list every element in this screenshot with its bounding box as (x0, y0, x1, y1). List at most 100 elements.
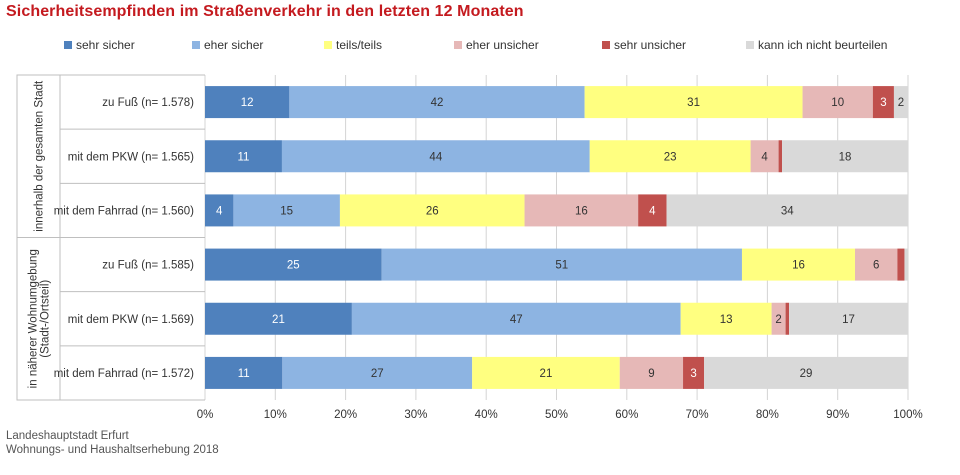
x-tick-label: 70% (686, 409, 709, 421)
data-label: 16 (575, 205, 588, 217)
bar-segment (205, 248, 382, 281)
data-label: 12 (241, 97, 254, 109)
x-tick-label: 0% (197, 409, 214, 421)
legend-item: sehr sicher (64, 36, 135, 54)
chart-title: Sicherheitsempfinden im Straßenverkehr i… (6, 3, 524, 20)
bar-segment (381, 248, 742, 281)
legend-item: eher sicher (192, 36, 263, 54)
x-tick-label: 30% (404, 409, 427, 421)
bar-segment (282, 356, 473, 389)
bar-segment (638, 194, 667, 227)
legend-item: kann ich nicht beurteilen (746, 36, 887, 54)
x-tick-label: 100% (893, 409, 922, 421)
bar-segment (904, 248, 908, 281)
bar-segment (897, 248, 905, 281)
bar-segment (472, 356, 620, 389)
bar-segment (205, 86, 290, 119)
data-label: 25 (287, 260, 300, 272)
data-label: 4 (216, 205, 223, 217)
legend-label: eher unsicher (466, 38, 539, 52)
data-label: 27 (371, 368, 384, 380)
legend-item: eher unsicher (454, 36, 539, 54)
data-label: 11 (237, 151, 249, 163)
data-label: 4 (761, 151, 768, 163)
bar-segment (872, 86, 894, 119)
category-label: mit dem PKW (n= 1.569) (68, 314, 194, 326)
legend-swatch (324, 41, 332, 49)
legend-label: teils/teils (336, 38, 383, 52)
bar-segment (205, 194, 234, 227)
data-label: 2 (775, 314, 781, 326)
data-label: 3 (880, 97, 886, 109)
bar-segment (281, 140, 590, 173)
x-tick-label: 10% (264, 409, 287, 421)
x-tick-label: 40% (475, 409, 498, 421)
x-tick-label: 20% (334, 409, 357, 421)
group-label: innerhalb der gesamten Stadt (34, 80, 46, 232)
category-label: zu Fuß (n= 1.585) (102, 260, 194, 272)
bar-segment (893, 86, 908, 119)
source-line-1: Landeshauptstadt Erfurt (6, 430, 129, 442)
source-line-2: Wohnungs- und Haushaltserhebung 2018 (6, 444, 219, 456)
data-label: 11 (238, 368, 250, 380)
data-label: 16 (792, 260, 805, 272)
bar-segment (802, 86, 873, 119)
bar-segment (205, 140, 282, 173)
data-label: 3 (690, 368, 696, 380)
data-label: 26 (426, 205, 439, 217)
legend: sehr sicher eher sicher teils/teils eher un… (0, 36, 960, 54)
group-label-line: innerhalb der gesamten Stadt (34, 80, 46, 232)
data-label: 44 (429, 151, 442, 163)
data-label: 21 (540, 368, 553, 380)
legend-item: sehr unsicher (602, 36, 686, 54)
legend-label: sehr unsicher (614, 38, 687, 52)
bar-segment (680, 302, 772, 335)
legend-label: eher sicher (204, 38, 264, 52)
data-label: 4 (649, 205, 656, 217)
data-label: 2 (898, 97, 904, 109)
data-label: 17 (842, 314, 855, 326)
bar-segment (683, 356, 705, 389)
bar-segment (855, 248, 898, 281)
data-label: 13 (720, 314, 733, 326)
bar-segment (524, 194, 639, 227)
legend-label: sehr sicher (76, 38, 135, 52)
x-tick-label: 80% (756, 409, 779, 421)
data-label: 23 (664, 151, 677, 163)
source-note: Landeshauptstadt Erfurt Wohnungs- und Ha… (6, 429, 219, 457)
bar-segment (741, 248, 856, 281)
bar-segment (339, 194, 525, 227)
group-label: in näherer Wohnumgebung(Stadt-/Ortsteil) (28, 249, 52, 388)
legend-item: teils/teils (324, 36, 382, 54)
category-label: mit dem PKW (n= 1.565) (68, 151, 194, 163)
bar-segment (778, 140, 783, 173)
bar-segment (589, 140, 751, 173)
legend-swatch (602, 41, 610, 49)
bar-segment (750, 140, 779, 173)
legend-swatch (64, 41, 72, 49)
data-label: 51 (555, 260, 568, 272)
data-label: 10 (831, 97, 844, 109)
data-label: 31 (687, 97, 700, 109)
bar-segment (704, 356, 908, 389)
x-tick-label: 50% (545, 409, 568, 421)
bar-segment (289, 86, 585, 119)
bar-segment (584, 86, 803, 119)
bar-segment (205, 356, 283, 389)
category-label: mit dem Fahrrad (n= 1.572) (54, 368, 194, 380)
data-label: 42 (431, 97, 444, 109)
bar-segment (351, 302, 681, 335)
legend-swatch (454, 41, 462, 49)
legend-swatch (746, 41, 754, 49)
bar-segment (666, 194, 908, 227)
data-label: 6 (873, 260, 879, 272)
data-label: 47 (510, 314, 523, 326)
legend-swatch (192, 41, 200, 49)
bar-segment (789, 302, 908, 335)
category-label: mit dem Fahrrad (n= 1.560) (54, 205, 194, 217)
group-label-line: in näherer Wohnumgebung (28, 249, 40, 388)
x-tick-label: 60% (615, 409, 638, 421)
bar-segment (619, 356, 684, 389)
data-label: 9 (648, 368, 654, 380)
